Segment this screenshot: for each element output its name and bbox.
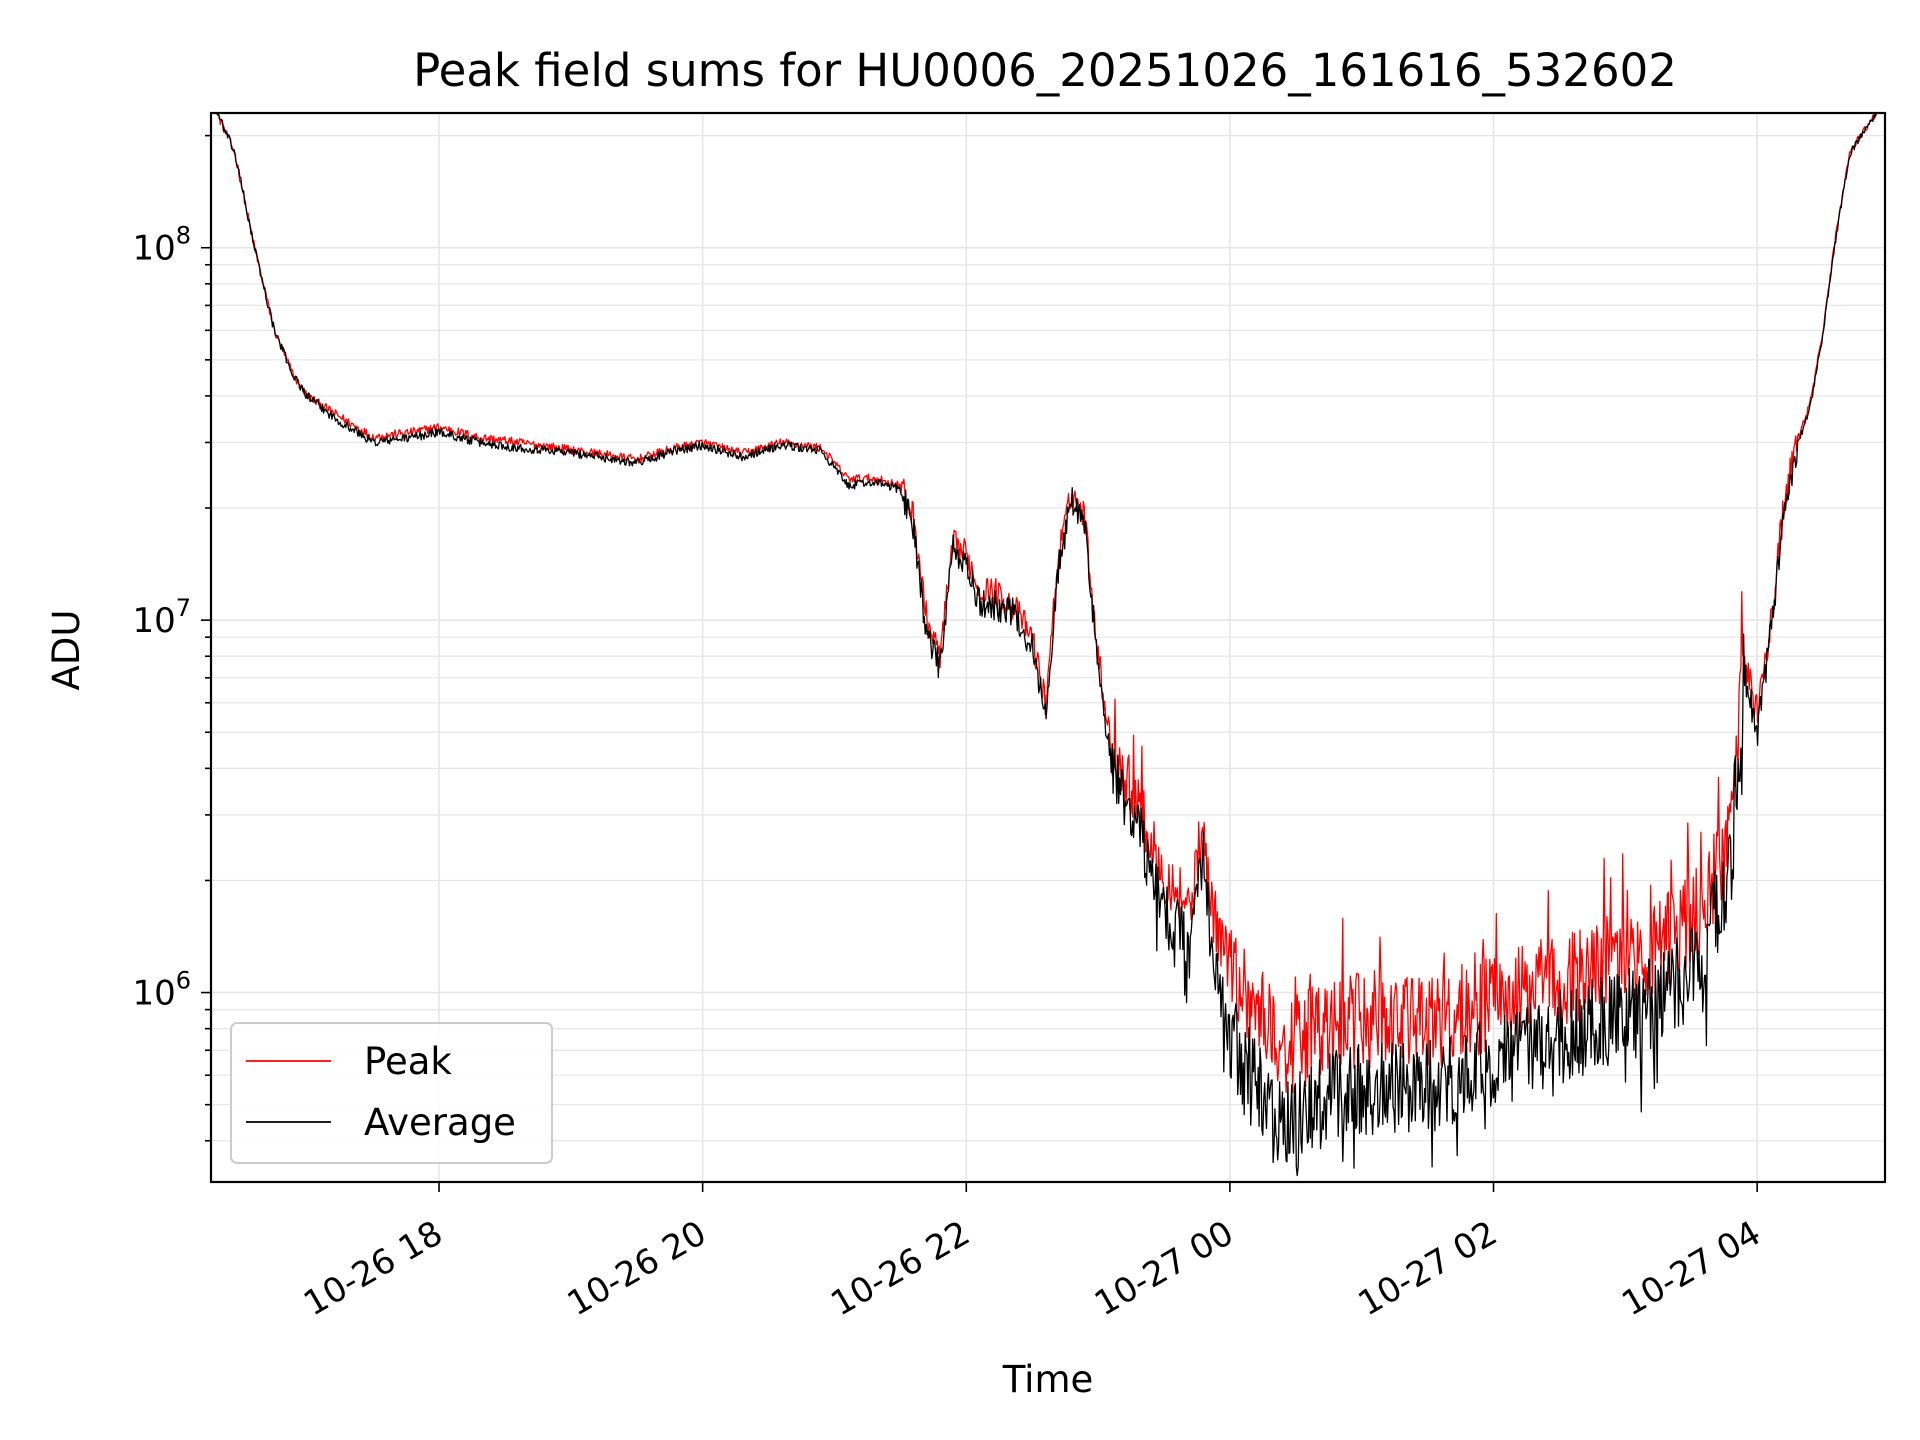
legend-label-average: Average: [364, 1101, 516, 1144]
plot-series: [214, 113, 1880, 1177]
x-axis-label: Time: [1002, 1358, 1094, 1401]
chart-title: Peak field sums for HU0006_20251026_1616…: [413, 44, 1677, 97]
plot-frame: [209, 111, 1887, 1184]
legend-label-peak: Peak: [364, 1040, 452, 1083]
y-tick-exponent: 6: [176, 967, 191, 995]
y-tick-base: 10: [132, 601, 175, 641]
y-axis-label: ADU: [45, 610, 88, 691]
y-tick-label: 107: [132, 594, 191, 641]
y-tick-base: 10: [132, 229, 175, 269]
series-line-average: [214, 113, 1880, 1177]
legend: Peak Average: [230, 1022, 553, 1164]
legend-box: [230, 1022, 553, 1164]
y-tick-label: 106: [132, 967, 191, 1014]
y-tick-label: 108: [132, 222, 191, 269]
y-tick-exponent: 7: [176, 594, 191, 622]
series-line-peak: [215, 113, 1878, 1094]
y-tick-base: 10: [132, 974, 175, 1014]
y-tick-exponent: 8: [176, 222, 191, 250]
